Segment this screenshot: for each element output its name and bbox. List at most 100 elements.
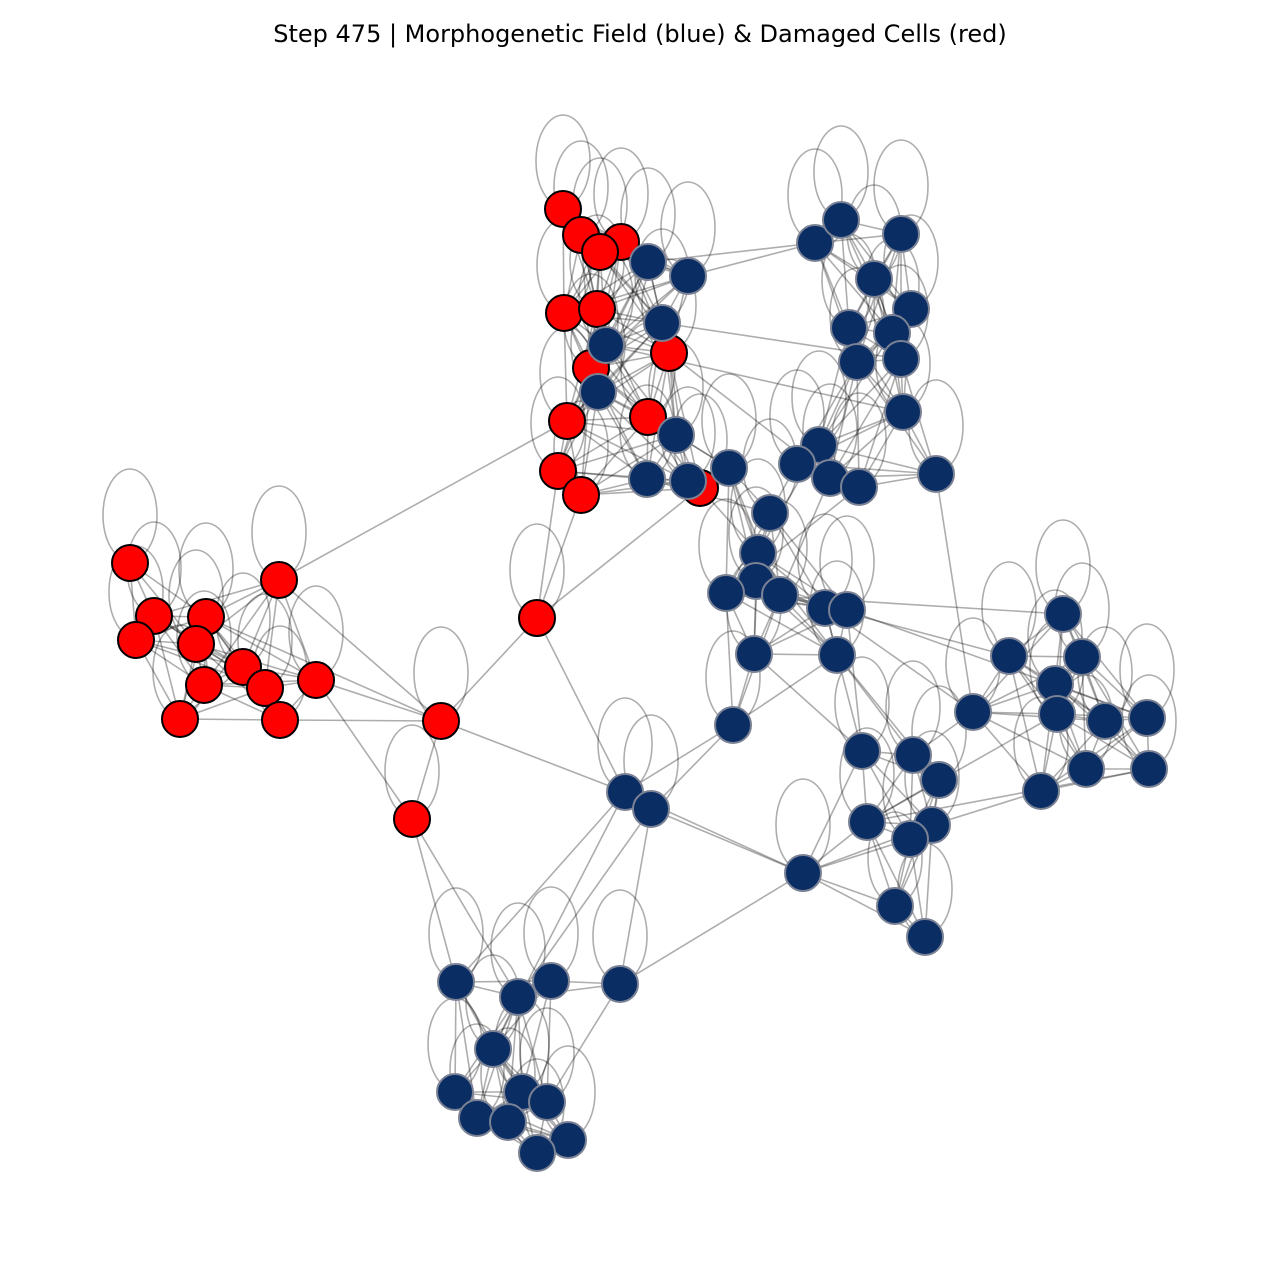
- graph-edge: [829, 358, 902, 479]
- field-cell-node: [830, 309, 868, 347]
- graph-edge: [818, 358, 902, 446]
- field-cell-node: [437, 963, 475, 1001]
- field-cell-node: [489, 1103, 527, 1141]
- field-cell-node: [1130, 750, 1168, 788]
- graph-edge: [725, 467, 730, 594]
- graph-edge: [536, 494, 582, 619]
- graph-edge: [866, 713, 1058, 823]
- graph-edge: [866, 821, 926, 938]
- field-cell-node: [579, 373, 617, 411]
- field-cell-node: [855, 260, 893, 298]
- graph-edge: [536, 487, 701, 619]
- graph-edge: [619, 808, 652, 985]
- graph-edge: [1062, 613, 1148, 719]
- damaged-cell-node: [161, 700, 199, 738]
- field-cell-node: [843, 732, 881, 770]
- graph-edge: [203, 579, 280, 686]
- field-cell-node: [629, 243, 667, 281]
- graph-edge: [779, 477, 831, 596]
- field-cell-node: [828, 591, 866, 629]
- graph-edge: [647, 242, 816, 263]
- damaged-cell-node: [422, 702, 460, 740]
- graph-edge: [546, 980, 552, 1103]
- damaged-cell-node: [581, 233, 619, 271]
- graph-edge: [650, 724, 734, 810]
- damaged-cell-node: [297, 661, 335, 699]
- field-cell-node: [518, 1134, 556, 1172]
- field-cell-node: [884, 393, 922, 431]
- damaged-cell-node: [117, 621, 155, 659]
- graph-edge: [566, 352, 670, 422]
- field-cell-node: [714, 706, 752, 744]
- graph-edge: [619, 872, 804, 985]
- field-cell-node: [643, 304, 681, 342]
- graph-edge: [411, 818, 519, 998]
- field-cell-node: [954, 693, 992, 731]
- damaged-cell-node: [393, 800, 431, 838]
- graph-edge: [725, 592, 734, 726]
- field-cell-node: [710, 449, 748, 487]
- graph-edge: [753, 653, 863, 752]
- graph-edge: [650, 808, 804, 874]
- field-cell-node: [1044, 595, 1082, 633]
- graph-edge: [732, 654, 838, 726]
- graph-edge: [725, 592, 838, 656]
- field-cell-node: [920, 761, 958, 799]
- field-cell-node: [587, 326, 625, 364]
- field-cell-node: [818, 636, 856, 674]
- damaged-cell-node: [545, 294, 583, 332]
- field-cell-node: [528, 1083, 566, 1121]
- graph-edge: [931, 790, 1042, 826]
- field-cell-node: [751, 494, 789, 532]
- field-cell-node: [669, 462, 707, 500]
- graph-edge: [818, 444, 937, 475]
- graph-edge: [856, 233, 902, 363]
- field-cell-node: [990, 637, 1028, 675]
- field-cell-node: [882, 215, 920, 253]
- graph-edge: [440, 617, 538, 722]
- figure-title: Step 475 | Morphogenetic Field (blue) & …: [273, 20, 1007, 48]
- field-cell-node: [474, 1030, 512, 1068]
- graph-edge: [818, 327, 850, 446]
- graph-edge: [536, 617, 626, 793]
- field-cell-node: [906, 918, 944, 956]
- graph-edge: [818, 332, 893, 446]
- field-cell-node: [1063, 638, 1101, 676]
- damaged-cell-node: [562, 476, 600, 514]
- graph-edge: [802, 872, 926, 938]
- graph-edge: [315, 679, 413, 820]
- field-cell-node: [822, 201, 860, 239]
- field-cell-node: [1086, 702, 1124, 740]
- field-cell-node: [796, 224, 834, 262]
- graph-edge: [279, 719, 442, 722]
- graph-edge: [856, 361, 860, 488]
- graph-edge: [597, 391, 689, 482]
- graph-edge: [440, 720, 626, 793]
- graph-edge: [836, 654, 914, 756]
- damaged-cell-node: [260, 561, 298, 599]
- field-cell-node: [1128, 699, 1166, 737]
- graph-edge: [205, 616, 317, 681]
- graph-edge: [866, 768, 1150, 823]
- field-cell-node: [1038, 695, 1076, 733]
- graph-edge: [546, 983, 621, 1103]
- field-cell-node: [917, 455, 955, 493]
- graph-edge: [846, 609, 863, 752]
- graph-edge: [972, 711, 1087, 770]
- graph-edge: [153, 579, 280, 617]
- graph-edge: [411, 818, 457, 983]
- graph-edge: [536, 470, 559, 619]
- graph-edge: [521, 980, 552, 1093]
- damaged-cell-node: [544, 190, 582, 228]
- edges: [129, 208, 1150, 1154]
- graph-edge: [802, 750, 863, 874]
- graph-edge: [566, 420, 689, 482]
- graph-edge: [935, 473, 974, 713]
- damaged-cell-node: [629, 398, 667, 436]
- field-cell-node: [532, 962, 570, 1000]
- field-cell-node: [1067, 750, 1105, 788]
- field-cell-node: [499, 978, 537, 1016]
- field-cell-node: [628, 460, 666, 498]
- graph-edge: [814, 242, 893, 334]
- graph-edge: [455, 791, 626, 983]
